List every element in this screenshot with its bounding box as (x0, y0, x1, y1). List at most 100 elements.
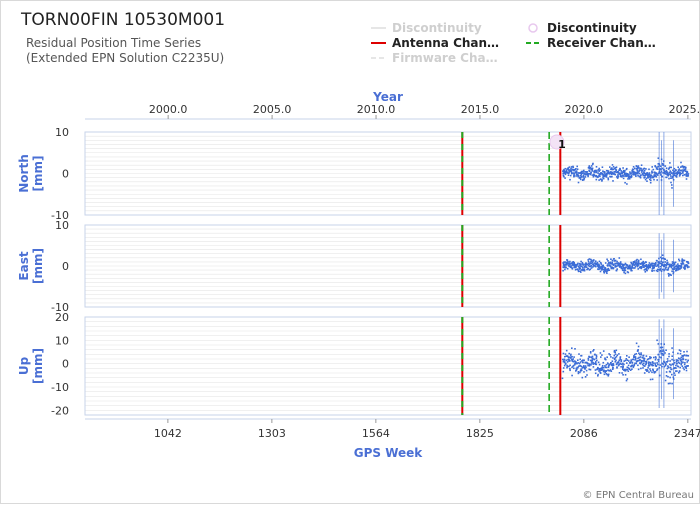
data-point (679, 173, 681, 176)
data-point (643, 266, 645, 268)
data-point (638, 262, 640, 265)
data-point (647, 365, 650, 367)
data-point (564, 268, 566, 271)
gps-week-tick-label: 1303 (258, 427, 286, 440)
data-point (661, 262, 663, 265)
data-point (569, 360, 571, 362)
data-point (648, 361, 650, 363)
data-point (671, 347, 673, 349)
year-tick-label: 2025.0 (669, 103, 700, 116)
data-point (617, 262, 620, 264)
data-point (671, 187, 673, 189)
data-point (620, 170, 622, 172)
data-point (642, 360, 645, 362)
data-point (629, 264, 631, 267)
data-point (635, 353, 638, 355)
data-point (575, 370, 577, 372)
data-point (629, 173, 632, 175)
data-point (659, 364, 662, 366)
data-point (620, 359, 623, 361)
data-point (651, 371, 653, 374)
data-point (566, 365, 569, 368)
data-point (565, 264, 568, 266)
data-point (622, 362, 624, 365)
data-point (569, 369, 571, 372)
data-point (678, 259, 681, 262)
data-point (662, 257, 664, 259)
data-point (562, 172, 565, 175)
data-point (581, 268, 583, 271)
data-point (600, 178, 602, 180)
data-point (667, 263, 669, 265)
data-point (659, 349, 662, 352)
data-point (673, 359, 675, 362)
data-point (607, 373, 610, 376)
data-point (651, 170, 653, 173)
data-point (666, 171, 669, 173)
data-point (677, 361, 680, 364)
data-point (572, 166, 575, 169)
data-point (653, 178, 655, 181)
data-point (636, 265, 639, 268)
data-point (575, 168, 577, 170)
data-point (667, 375, 669, 378)
data-point (588, 167, 591, 170)
data-point (576, 168, 579, 170)
data-point (579, 174, 582, 177)
data-point (643, 357, 646, 360)
data-point (591, 168, 593, 171)
data-point (607, 178, 610, 181)
data-point (667, 360, 669, 362)
data-point (615, 359, 617, 362)
data-point (647, 265, 650, 267)
data-point (584, 266, 586, 269)
data-point (685, 173, 688, 175)
data-point (621, 171, 623, 173)
data-point (615, 166, 618, 168)
data-point (673, 167, 676, 170)
data-point (581, 265, 583, 267)
legend-item-firmware-change[interactable]: Firmware Cha… (371, 51, 498, 65)
data-point (612, 357, 614, 359)
data-point (654, 370, 657, 373)
legend-item-discontinuity-line[interactable]: Discontinuity (371, 21, 482, 35)
data-point (637, 261, 640, 263)
legend-item-receiver-change[interactable]: Receiver Chan… (526, 36, 656, 50)
data-point (582, 359, 584, 361)
data-point (634, 353, 636, 356)
data-point (681, 165, 683, 168)
data-point (625, 266, 628, 268)
data-point (607, 265, 609, 267)
data-point (666, 269, 668, 271)
data-point (604, 262, 607, 264)
legend-item-discontinuity-marker[interactable]: Discontinuity (528, 21, 637, 35)
data-point (643, 172, 646, 174)
data-point (683, 259, 686, 262)
data-point (675, 269, 677, 272)
data-point (603, 268, 605, 271)
data-point (602, 350, 605, 352)
data-point (583, 169, 585, 172)
data-point (620, 175, 622, 178)
data-point (676, 264, 678, 267)
data-point (622, 267, 625, 269)
data-point (585, 366, 587, 369)
legend-item-antenna-change[interactable]: Antenna Chan… (371, 36, 499, 50)
data-point (661, 254, 664, 256)
data-point (593, 265, 596, 267)
data-point (633, 264, 635, 266)
data-point (665, 167, 668, 169)
data-point (592, 361, 594, 364)
data-point (597, 366, 599, 369)
data-point (579, 358, 581, 361)
data-point (564, 261, 567, 263)
data-point (622, 169, 625, 172)
data-point (656, 168, 659, 170)
data-point (577, 181, 580, 184)
data-point (646, 172, 648, 174)
y-axis-unit: [mm] (31, 156, 45, 192)
data-point (655, 168, 658, 170)
data-point (656, 270, 659, 273)
data-point (638, 172, 641, 175)
